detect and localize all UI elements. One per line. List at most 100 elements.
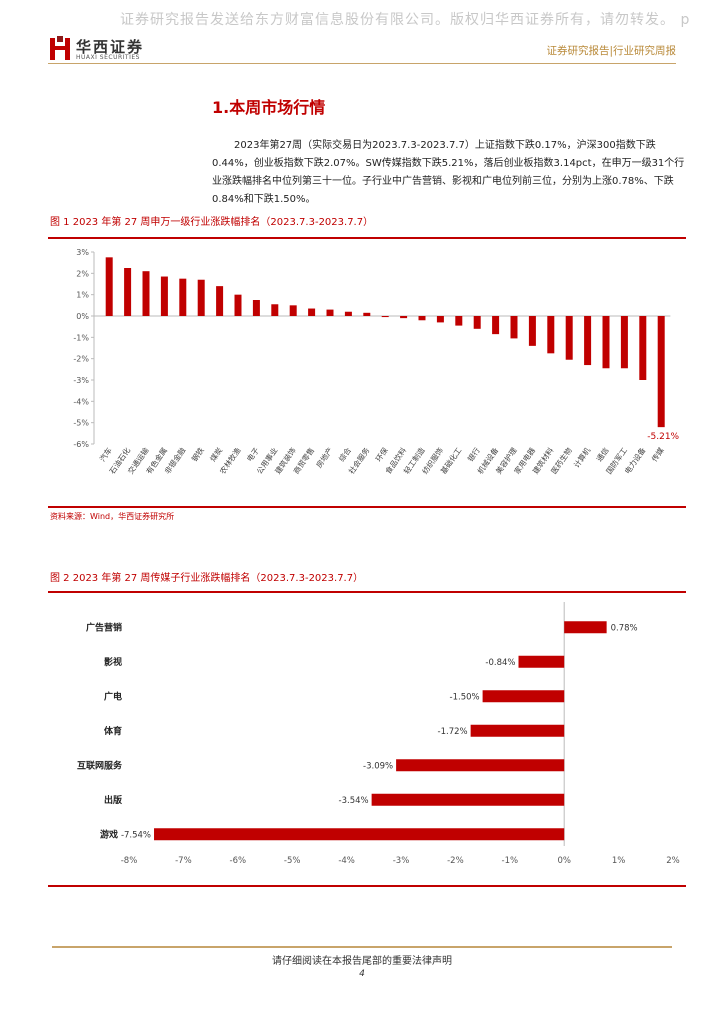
x-tick-label: -5%: [284, 856, 301, 866]
x-category-label: 环保: [374, 446, 390, 464]
bar: [179, 278, 187, 316]
bar: [308, 308, 316, 316]
bar: [510, 316, 518, 339]
figure1-title: 图 1 2023 年第 27 周申万一级行业涨跌幅排名（2023.7.3-202…: [50, 217, 374, 228]
bar: [547, 316, 555, 354]
x-tick-label: -2%: [447, 856, 464, 866]
bar: [400, 316, 408, 319]
data-label: 0.78%: [611, 623, 638, 633]
data-label: -1.50%: [450, 692, 480, 702]
x-tick-label: -1%: [502, 856, 519, 866]
x-tick-label: -3%: [393, 856, 410, 866]
bar: [160, 276, 168, 316]
y-tick-label: 1%: [76, 291, 89, 300]
bar: [105, 257, 113, 316]
bar: [492, 316, 500, 335]
bar: [565, 316, 573, 360]
figure2-top-rule: [48, 591, 686, 593]
bar: [124, 268, 132, 316]
header-divider: [48, 63, 676, 64]
x-tick-label: -8%: [121, 856, 138, 866]
bar: [289, 305, 297, 316]
x-category-label: 煤炭: [207, 445, 224, 463]
logo-mark-icon: [50, 36, 70, 60]
bar: [326, 309, 334, 316]
x-category-label: 通信: [594, 445, 611, 463]
x-tick-label: 2%: [666, 856, 680, 866]
x-category-label: 汽车: [97, 445, 114, 463]
x-tick-label: -4%: [338, 856, 355, 866]
y-tick-label: -1%: [73, 333, 89, 342]
bar: [455, 316, 463, 326]
y-category-label: 广电: [104, 690, 122, 702]
bar: [381, 316, 389, 318]
x-category-label: 银行: [465, 445, 482, 463]
x-tick-label: 0%: [557, 856, 571, 866]
bar: [344, 311, 352, 316]
y-category-label: 广告营销: [86, 621, 122, 633]
y-category-label: 游戏: [100, 828, 118, 840]
figure2-bottom-rule: [48, 885, 686, 887]
section-title: 1.本周市场行情: [212, 98, 326, 117]
bar: [473, 316, 481, 329]
bar: [657, 316, 665, 428]
company-logo: 华西证券 HUAXI SECURITIES: [50, 36, 160, 62]
y-category-label: 出版: [104, 794, 122, 806]
bar: [436, 316, 444, 323]
bar: [371, 793, 565, 806]
figure2-title: 图 2 2023 年第 27 周传媒子行业涨跌幅排名（2023.7.3-2023…: [50, 573, 364, 584]
figure1-bottom-rule: [48, 506, 686, 508]
bar: [271, 304, 279, 316]
figure1-source: 资料来源：Wind，华西证券研究所: [50, 512, 175, 521]
y-category-label: 互联网服务: [77, 759, 123, 771]
bar: [142, 271, 150, 316]
bar: [216, 286, 224, 316]
y-tick-label: 2%: [76, 269, 89, 278]
figure1-chart: 3%2%1%0%-1%-2%-3%-4%-5%-6%汽车石油石化交通运输有色金属…: [73, 248, 679, 476]
report-type-label: 证券研究报告|行业研究周报: [546, 45, 676, 57]
bar: [470, 724, 565, 737]
x-category-label: 传媒: [649, 445, 666, 463]
logo-english-name: HUAXI SECURITIES: [76, 54, 140, 61]
y-tick-label: -2%: [73, 355, 89, 364]
bar: [363, 312, 371, 316]
y-tick-label: -4%: [73, 397, 89, 406]
x-category-label: 钢铁: [189, 445, 206, 463]
y-tick-label: -5%: [73, 419, 89, 428]
bar: [396, 759, 565, 772]
x-tick-label: -7%: [175, 856, 192, 866]
x-category-label: 计算机: [571, 445, 592, 470]
bar: [528, 316, 536, 346]
data-label: -7.54%: [121, 830, 151, 840]
bar: [482, 690, 565, 703]
bar: [154, 828, 565, 841]
y-tick-label: -3%: [73, 376, 89, 385]
y-tick-label: -6%: [73, 440, 89, 449]
bar: [418, 316, 426, 321]
legal-notice: 请仔细阅读在本报告尾部的重要法律声明: [272, 956, 452, 967]
data-label: -1.72%: [438, 727, 468, 737]
data-label: -5.21%: [647, 432, 679, 442]
bar: [252, 300, 260, 316]
bar: [564, 621, 607, 634]
y-tick-label: 0%: [76, 312, 89, 321]
bar: [234, 294, 242, 316]
y-tick-label: 3%: [76, 248, 89, 257]
figure2-chart: 0.78% 广告营销 -0.84% 影视 -1.50% 广电 -1.72% 体育 -3.09% 互…: [77, 602, 680, 866]
figure1-top-rule: [48, 237, 686, 239]
bar: [639, 316, 647, 380]
section-body-paragraph: 2023年第27周（实际交易日为2023.7.3-2023.7.7）上证指数下跌…: [212, 140, 685, 205]
page-number: 4: [359, 969, 365, 979]
data-label: -0.84%: [485, 658, 515, 668]
y-category-label: 体育: [104, 725, 122, 737]
watermark-text: 证券研究报告发送给东方财富信息股份有限公司。版权归华西证券所有，请勿转发。 p: [120, 12, 691, 28]
bar: [602, 316, 610, 369]
x-tick-label: -6%: [230, 856, 247, 866]
logo-chinese-name: 华西证券: [76, 38, 145, 56]
footer-divider: [52, 946, 672, 948]
x-category-label: 电子: [244, 445, 261, 463]
bar: [584, 316, 592, 366]
data-label: -3.54%: [339, 796, 369, 806]
data-label: -3.09%: [363, 761, 393, 771]
bar: [197, 279, 205, 316]
